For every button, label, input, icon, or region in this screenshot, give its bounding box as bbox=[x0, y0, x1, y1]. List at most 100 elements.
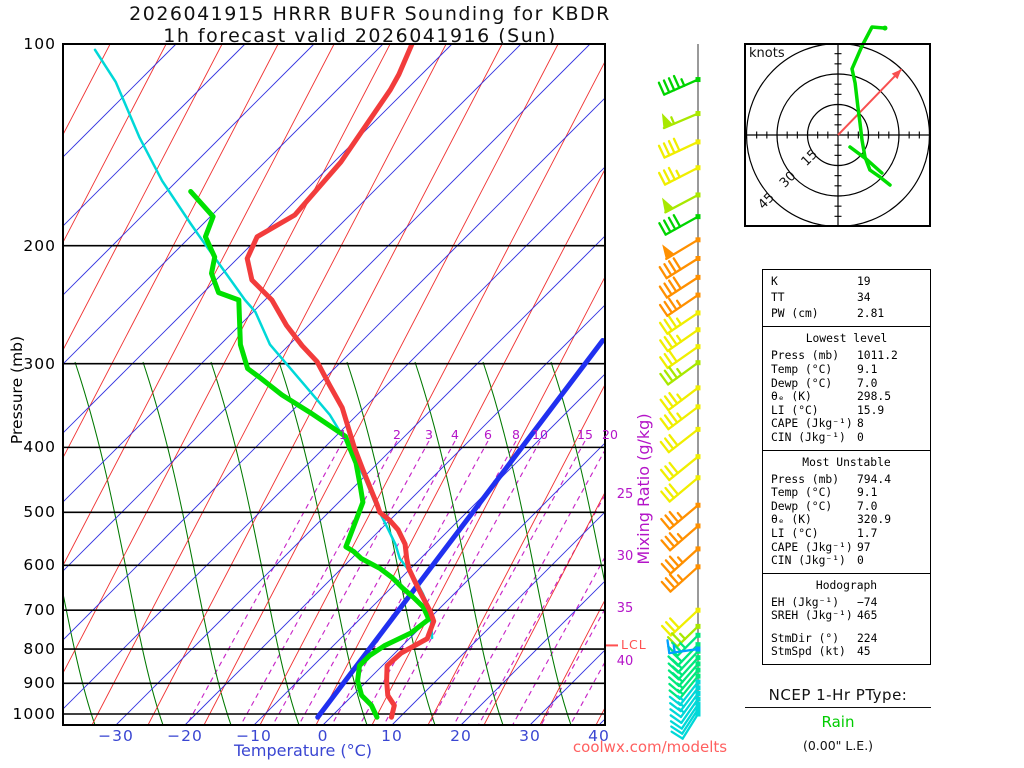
mixing-ratio-line bbox=[428, 440, 586, 725]
isotherm bbox=[115, 235, 605, 725]
pressure-tick-label: 700 bbox=[23, 601, 56, 620]
table-section: Lowest level Press (mb) 1011.2 Temp (°C) 9.1… bbox=[763, 326, 930, 449]
temperature-tick-label: 30 bbox=[519, 727, 541, 745]
chart-title: 2026041915 HRRR BUFR Sounding for KBDR bbox=[129, 3, 611, 25]
pressure-tick-label: 300 bbox=[23, 354, 56, 373]
mixing-ratio-line bbox=[383, 440, 541, 725]
table-row-value: 7.0 bbox=[857, 376, 878, 390]
isotherm bbox=[63, 44, 246, 227]
plot-border bbox=[62, 43, 606, 726]
isotherm bbox=[63, 44, 315, 296]
moist-adiabat bbox=[74, 361, 164, 725]
table-row: LI (°C) 1.7 bbox=[763, 527, 930, 541]
moist-adiabat bbox=[482, 361, 572, 725]
hodograph-ring-label: 15 bbox=[799, 147, 821, 169]
wind-barb-station-dot bbox=[695, 214, 701, 220]
isotherm bbox=[391, 511, 605, 725]
table-row: StmDir (°) 224 bbox=[763, 632, 930, 646]
table-row-value: 7.0 bbox=[857, 499, 878, 513]
wind-barb bbox=[658, 214, 701, 236]
table-section: K 19 TT 34 PW (cm) 2.81 bbox=[763, 270, 930, 326]
isotherm bbox=[63, 44, 453, 434]
temperature-tick-label: −20 bbox=[167, 727, 203, 745]
table-row-value: 34 bbox=[857, 290, 871, 304]
mixing-ratio-line bbox=[240, 440, 398, 725]
dry-adiabat bbox=[315, 168, 605, 725]
pressure-tick-label: 100 bbox=[23, 35, 56, 53]
table-row-value: 465 bbox=[857, 609, 878, 623]
wind-barb bbox=[670, 711, 701, 740]
mixing-ratio-line bbox=[540, 608, 605, 725]
mixing-ratio-right-label: 35 bbox=[616, 601, 634, 616]
wind-barb bbox=[669, 691, 701, 719]
mixing-ratio-label: 2 bbox=[393, 427, 401, 442]
mixing-ratio-label: 15 bbox=[577, 427, 593, 442]
dry-adiabat bbox=[63, 44, 167, 244]
wind-barb-station-dot bbox=[695, 274, 701, 280]
mixing-ratio-label: 20 bbox=[602, 427, 618, 442]
table-row-value: 9.1 bbox=[857, 486, 878, 500]
isotherm bbox=[322, 442, 605, 725]
table-row-label: LI (°C) bbox=[771, 526, 819, 540]
wind-barb bbox=[660, 564, 701, 593]
table-row: Dewp (°C) 7.0 bbox=[763, 500, 930, 514]
parcel_trace-curve bbox=[93, 48, 434, 640]
indices-table: K 19 TT 34 PW (cm) 2.81 Lowest level Press (mb)… bbox=[762, 269, 931, 666]
isotherm bbox=[184, 304, 605, 725]
table-row-value: 15.9 bbox=[857, 403, 885, 417]
wind-barb bbox=[659, 344, 701, 370]
wind-barb bbox=[657, 74, 701, 96]
table-row: θₑ (K) 298.5 bbox=[763, 390, 930, 404]
isotherm bbox=[63, 97, 605, 641]
wind-barb bbox=[658, 274, 701, 299]
wind-barb-column bbox=[657, 44, 701, 740]
wind-barb-station-dot bbox=[695, 546, 701, 552]
wind-barb bbox=[669, 702, 701, 730]
wind-barb-station-dot bbox=[695, 292, 701, 298]
wind-barb bbox=[661, 111, 701, 130]
dry-adiabat bbox=[63, 44, 391, 675]
wind-barb bbox=[661, 192, 701, 214]
isotherm bbox=[63, 44, 384, 365]
wind-barb-station-dot bbox=[695, 642, 701, 648]
table-row-value: 0 bbox=[857, 554, 864, 568]
wind-barb-station-dot bbox=[695, 454, 701, 460]
dry-adiabat bbox=[932, 44, 1024, 725]
wind-barb-station-dot bbox=[695, 475, 701, 481]
table-row-label: CAPE (Jkg⁻¹) bbox=[771, 540, 853, 554]
table-row: Dewp (°C) 7.0 bbox=[763, 377, 930, 391]
table-row: CAPE (Jkg⁻¹) 8 bbox=[763, 417, 930, 431]
wind-barb-station-dot bbox=[695, 426, 701, 432]
moist-adiabat bbox=[550, 361, 605, 587]
wind-barb-station-dot bbox=[695, 255, 701, 261]
dry-adiabat bbox=[63, 44, 223, 351]
dry-adiabat bbox=[539, 599, 605, 725]
table-row: PW (cm) 2.81 bbox=[763, 306, 930, 322]
temperature-curve bbox=[244, 44, 437, 720]
isotherm bbox=[63, 44, 522, 503]
ptype-heading: NCEP 1-Hr PType: bbox=[745, 686, 931, 708]
wind-barb-station-dot bbox=[695, 655, 701, 661]
wind-barb bbox=[658, 255, 701, 280]
wind-barb-station-dot bbox=[695, 139, 701, 145]
wind-barb-station-dot bbox=[695, 673, 701, 679]
wind-barb-station-dot bbox=[695, 623, 701, 629]
hodograph-ring-label: 45 bbox=[755, 190, 777, 212]
table-section-title: Lowest level bbox=[805, 332, 888, 346]
mixing-ratio-right-label: 25 bbox=[616, 487, 634, 502]
hodograph-units-label: knots bbox=[749, 46, 785, 61]
wind-barb-station-dot bbox=[695, 344, 701, 350]
table-row-value: 298.5 bbox=[857, 390, 892, 404]
table-row-value: 224 bbox=[857, 631, 878, 645]
wind-barb-station-dot bbox=[695, 192, 701, 198]
pressure-tick-label: 200 bbox=[23, 236, 56, 255]
table-row-label: SREH (Jkg⁻¹) bbox=[771, 609, 853, 623]
temperature-tick-label: 20 bbox=[450, 727, 472, 745]
wind-barb-station-dot bbox=[695, 360, 701, 366]
pressure-tick-label: 400 bbox=[23, 438, 56, 457]
table-row: Temp (°C) 9.1 bbox=[763, 363, 930, 377]
ptype-value: Rain bbox=[821, 713, 855, 731]
wind-barb bbox=[657, 137, 701, 159]
table-row-value: −74 bbox=[857, 595, 878, 609]
isotherm bbox=[253, 373, 605, 725]
